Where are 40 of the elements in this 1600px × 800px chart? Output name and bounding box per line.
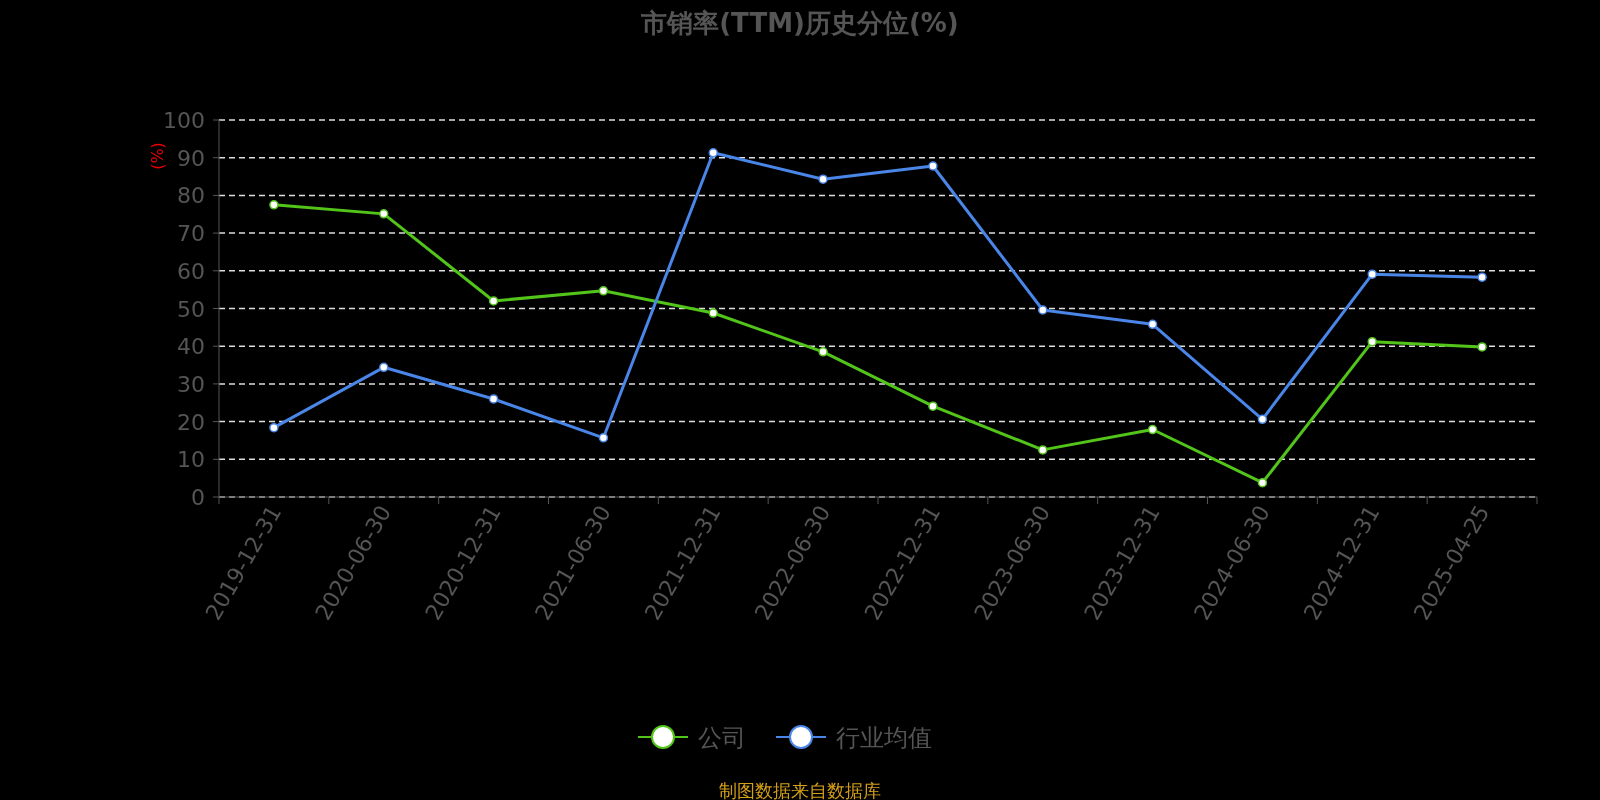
y-tick-label: 50 xyxy=(177,296,205,322)
point xyxy=(379,209,389,219)
y-tick-label: 70 xyxy=(177,221,205,247)
y-tick-label: 10 xyxy=(177,447,205,473)
point xyxy=(1367,269,1377,279)
point xyxy=(488,296,499,306)
y-tick-label: 90 xyxy=(177,145,205,171)
legend-label: 行业均值 xyxy=(836,724,932,752)
point xyxy=(1367,336,1377,347)
point xyxy=(1477,272,1487,282)
point xyxy=(598,286,609,296)
text: 制图数据来自数据库 xyxy=(719,780,881,800)
point xyxy=(1147,424,1158,435)
point xyxy=(269,422,279,433)
y-axis-title: (%) xyxy=(148,142,167,170)
point xyxy=(1257,477,1268,488)
point xyxy=(928,401,938,411)
point xyxy=(928,161,938,171)
point xyxy=(1477,342,1487,352)
y-tick-label: 40 xyxy=(177,334,205,360)
point xyxy=(1147,319,1158,330)
point xyxy=(708,308,718,318)
y-tick-label: 0 xyxy=(191,485,205,510)
y-tick-label: 20 xyxy=(177,409,205,435)
point xyxy=(1038,305,1048,315)
point xyxy=(818,174,828,184)
y-tick-label: 60 xyxy=(177,258,205,284)
legend-label: 公司 xyxy=(698,724,746,752)
point xyxy=(1257,414,1268,425)
chart-title: 市销率(TTM)历史分位(%) xyxy=(640,8,959,38)
point xyxy=(488,394,499,404)
point xyxy=(708,148,718,158)
point xyxy=(379,362,389,373)
y-tick-label: 80 xyxy=(177,183,205,209)
point xyxy=(1038,445,1048,455)
y-tick-label: 100 xyxy=(163,108,205,133)
point xyxy=(818,347,828,357)
point xyxy=(269,200,279,210)
y-tick-label: 30 xyxy=(177,371,205,397)
point xyxy=(598,433,609,443)
